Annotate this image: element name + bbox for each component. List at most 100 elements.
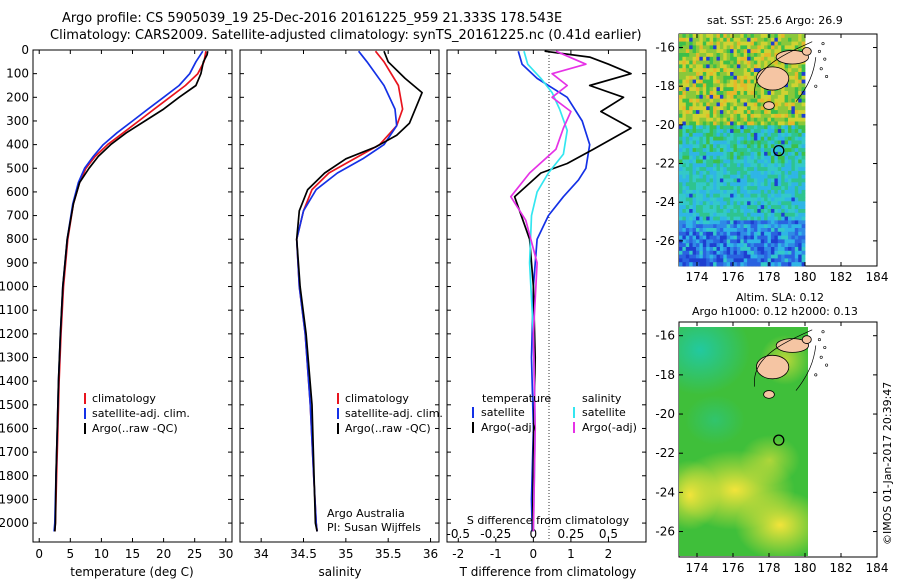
sst-cell bbox=[736, 113, 741, 119]
sst-cell bbox=[777, 201, 782, 206]
sst-cell bbox=[760, 258, 765, 263]
sst-cell bbox=[719, 34, 724, 39]
sst-cell bbox=[706, 178, 710, 183]
sst-cell bbox=[788, 182, 792, 187]
sst-cell bbox=[801, 239, 806, 244]
sst-cell bbox=[685, 132, 690, 138]
sst-cell bbox=[730, 45, 734, 50]
sst-cell bbox=[679, 235, 683, 240]
sst-cell bbox=[798, 209, 802, 214]
sst-cell bbox=[784, 106, 789, 111]
sst-cell bbox=[702, 129, 707, 134]
sst-cell bbox=[750, 224, 755, 229]
sst-cell bbox=[692, 201, 697, 206]
sst-cell bbox=[774, 117, 779, 122]
sst-cell bbox=[733, 37, 738, 42]
sst-cell bbox=[767, 121, 772, 126]
sst-cell bbox=[750, 136, 755, 141]
sst-cell bbox=[774, 178, 779, 183]
sst-cell bbox=[753, 170, 758, 176]
sst-cell bbox=[723, 75, 728, 80]
sst-cell bbox=[777, 228, 782, 233]
sst-cell bbox=[730, 178, 734, 183]
islet bbox=[817, 338, 821, 342]
sst-cell bbox=[794, 254, 799, 259]
sst-cell bbox=[764, 53, 768, 58]
sst-cell bbox=[689, 212, 693, 217]
map-y-tick-label: -16 bbox=[655, 41, 675, 55]
sst-cell bbox=[774, 174, 779, 179]
sst-cell bbox=[733, 243, 738, 248]
sst-cell bbox=[791, 125, 796, 130]
sst-cell bbox=[794, 121, 799, 126]
sst-cell bbox=[753, 34, 758, 39]
sst-cell bbox=[788, 262, 792, 267]
sst-cell bbox=[750, 34, 755, 39]
sst-cell bbox=[760, 231, 765, 236]
sst-cell bbox=[798, 254, 802, 259]
sst-cell bbox=[774, 189, 779, 195]
sst-cell bbox=[757, 132, 762, 138]
sst-cell bbox=[750, 186, 755, 191]
sst-cell bbox=[788, 174, 792, 179]
sst-cell bbox=[757, 113, 762, 119]
sst-cell bbox=[781, 189, 785, 195]
sst-cell bbox=[689, 136, 693, 141]
sst-cell bbox=[679, 205, 683, 210]
sst-cell bbox=[726, 98, 731, 103]
sst-cell bbox=[764, 155, 768, 160]
sst-cell bbox=[702, 243, 707, 248]
sst-cell bbox=[784, 129, 789, 134]
sst-cell bbox=[784, 83, 789, 88]
sst-cell bbox=[794, 170, 799, 176]
sst-cell bbox=[760, 132, 765, 138]
sst-cell bbox=[702, 258, 707, 263]
islet bbox=[814, 84, 818, 88]
sst-cell bbox=[753, 106, 758, 111]
sst-cell bbox=[713, 262, 717, 267]
sst-cell bbox=[747, 182, 751, 187]
sst-cell bbox=[679, 224, 683, 229]
sst-cell bbox=[716, 216, 721, 221]
sst-cell bbox=[723, 220, 728, 225]
sst-cell bbox=[719, 117, 724, 122]
sst-cell bbox=[699, 197, 704, 202]
sst-cell bbox=[736, 132, 741, 138]
sst-cell bbox=[702, 167, 707, 172]
sst-cell bbox=[723, 113, 728, 119]
sst-cell bbox=[713, 56, 717, 61]
sst-cell bbox=[764, 136, 768, 141]
sst-cell bbox=[689, 239, 693, 244]
sst-cell bbox=[747, 45, 751, 50]
sst-cell bbox=[719, 45, 724, 50]
sst-cell bbox=[713, 220, 717, 225]
sst-cell bbox=[719, 212, 724, 217]
sst-cell bbox=[753, 87, 758, 92]
sst-cell bbox=[767, 258, 772, 263]
sst-cell bbox=[723, 151, 728, 157]
sst-cell bbox=[706, 53, 710, 58]
sst-cell bbox=[706, 254, 710, 259]
sst-cell bbox=[736, 151, 741, 157]
sst-cell bbox=[706, 117, 710, 122]
sst-cell bbox=[781, 163, 785, 168]
sst-cell bbox=[702, 37, 707, 42]
sst-cell bbox=[702, 117, 707, 122]
sst-cell bbox=[679, 239, 683, 244]
sst-cell bbox=[692, 239, 697, 244]
sst-cell bbox=[794, 87, 799, 92]
sst-cell bbox=[740, 243, 745, 248]
sst-cell bbox=[794, 205, 799, 210]
sst-cell bbox=[713, 121, 717, 126]
sst-cell bbox=[696, 102, 700, 107]
sst-cell bbox=[730, 91, 734, 96]
sst-cell bbox=[685, 250, 690, 255]
sst-cell bbox=[716, 113, 721, 119]
legend-label-climatology: climatology bbox=[345, 392, 409, 405]
sst-cell bbox=[736, 201, 741, 206]
sst-field bbox=[679, 34, 806, 267]
sst-cell bbox=[743, 224, 748, 229]
sst-cell bbox=[736, 49, 741, 54]
sst-cell bbox=[723, 258, 728, 263]
sst-cell bbox=[706, 98, 710, 103]
